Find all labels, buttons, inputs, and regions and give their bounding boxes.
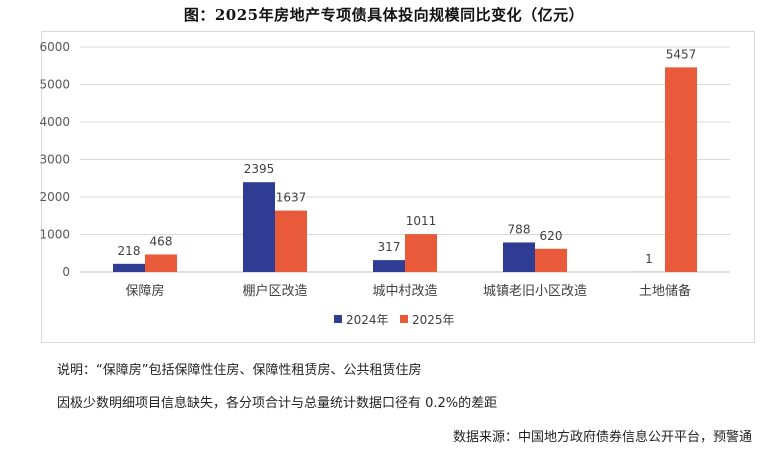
data-label: 2395 bbox=[244, 162, 275, 176]
y-tick-label: 4000 bbox=[39, 115, 70, 129]
data-label: 218 bbox=[118, 244, 141, 258]
data-label: 317 bbox=[378, 240, 401, 254]
x-tick-label: 棚户区改造 bbox=[242, 283, 307, 299]
y-tick-label: 2000 bbox=[39, 190, 70, 204]
x-tick-label: 城中村改造 bbox=[372, 284, 437, 299]
x-tick-label: 土地储备 bbox=[639, 283, 691, 299]
y-tick-label: 1000 bbox=[39, 228, 70, 242]
data-label: 1 bbox=[645, 252, 653, 266]
bar-series2 bbox=[535, 248, 567, 272]
data-label: 788 bbox=[508, 222, 531, 236]
data-label: 5457 bbox=[666, 47, 697, 61]
data-label: 1011 bbox=[406, 214, 437, 228]
legend-swatch bbox=[334, 315, 342, 323]
bar-series2 bbox=[665, 67, 697, 272]
bar-series2 bbox=[275, 210, 307, 272]
note-line-2: 因极少数明细项目信息缺失，各分项合计与总量统计数据口径有 0.2%的差距 bbox=[57, 396, 498, 411]
legend-swatch bbox=[400, 315, 408, 323]
data-label: 468 bbox=[150, 234, 173, 248]
y-tick-label: 6000 bbox=[39, 40, 70, 54]
data-label: 1637 bbox=[276, 191, 307, 205]
y-tick-label: 0 bbox=[62, 265, 70, 279]
chart-frame bbox=[41, 31, 755, 343]
x-tick-label: 保障房 bbox=[125, 283, 164, 299]
chart-title: 图：2025年房地产专项债具体投向规模同比变化（亿元） bbox=[183, 6, 585, 24]
bar-series1 bbox=[503, 242, 535, 272]
y-tick-label: 3000 bbox=[39, 153, 70, 167]
bar-chart: 0100020003000400050006000218468保障房239516… bbox=[39, 40, 730, 327]
bar-series2 bbox=[405, 234, 437, 272]
y-tick-label: 5000 bbox=[39, 78, 70, 92]
legend-label: 2024年 bbox=[346, 313, 389, 327]
note-line-1: 说明：“保障房”包括保障性住房、保障性租赁房、公共租赁住房 bbox=[57, 363, 422, 378]
legend-label: 2025年 bbox=[412, 313, 455, 327]
data-source: 数据来源：中国地方政府债券信息公开平台，预警通 bbox=[452, 430, 752, 445]
bar-series1 bbox=[243, 182, 275, 272]
bar-series2 bbox=[145, 254, 177, 272]
x-tick-label: 城镇老旧小区改造 bbox=[483, 284, 587, 299]
data-label: 620 bbox=[540, 229, 563, 243]
bar-series1 bbox=[373, 260, 405, 272]
bar-series1 bbox=[113, 263, 145, 272]
